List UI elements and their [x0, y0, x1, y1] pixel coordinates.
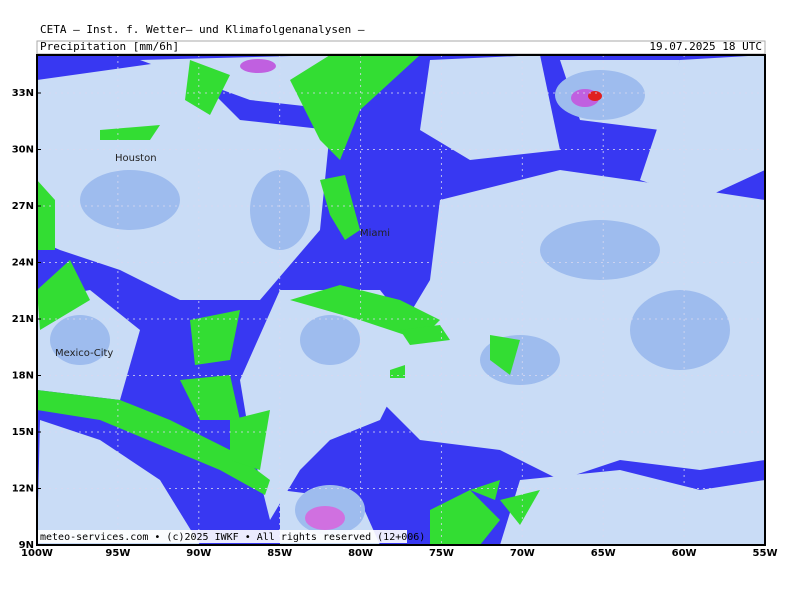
credit: meteo-services.com • (c)2025 IWKF • All …	[40, 532, 425, 543]
city-label: Miami	[360, 228, 390, 239]
lon-label: 100W	[21, 548, 53, 559]
lat-label: 9N	[19, 540, 34, 551]
lat-label: 21N	[12, 314, 34, 325]
lon-label: 55W	[753, 548, 778, 559]
lat-label: 15N	[12, 427, 34, 438]
lat-label: 18N	[12, 371, 34, 382]
valid-time: 19.07.2025 18 UTC	[649, 40, 762, 53]
lat-label: 33N	[12, 88, 34, 99]
precip-map: meteo-services.com • (c)2025 IWKF • All …	[37, 55, 765, 545]
lat-label: 30N	[12, 145, 34, 156]
lon-label: 65W	[591, 548, 616, 559]
city-label: Mexico-City	[55, 348, 113, 359]
lat-label: 27N	[12, 201, 34, 212]
map-frame	[36, 54, 766, 546]
city-label: Houston	[115, 153, 157, 164]
lon-label: 85W	[267, 548, 292, 559]
lat-label: 24N	[12, 258, 34, 269]
lon-label: 75W	[429, 548, 454, 559]
lon-label: 95W	[105, 548, 130, 559]
lon-label: 90W	[186, 548, 211, 559]
lon-label: 70W	[510, 548, 535, 559]
lon-label: 60W	[672, 548, 697, 559]
lat-label: 12N	[12, 484, 34, 495]
field: Precipitation [mm/6h]	[40, 40, 179, 53]
lon-label: 80W	[348, 548, 373, 559]
title: CETA — Inst. f. Wetter— und Klimafolgena…	[40, 23, 365, 36]
